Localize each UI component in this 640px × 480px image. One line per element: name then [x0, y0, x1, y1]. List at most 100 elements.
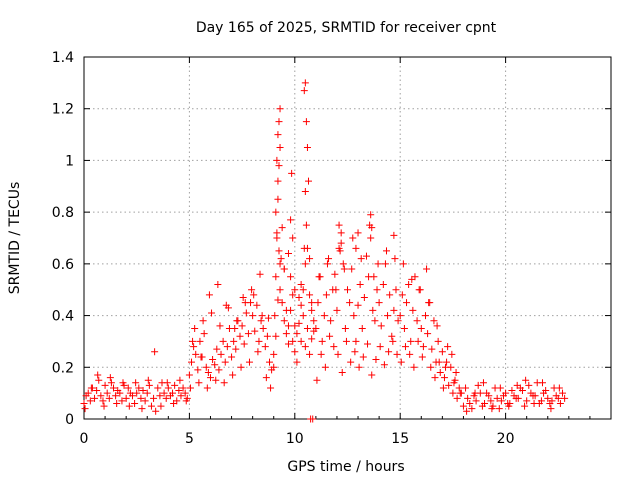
data-point [287, 216, 295, 224]
y-tick-label: 0.6 [52, 257, 74, 273]
data-point [112, 392, 120, 400]
data-point [157, 402, 165, 410]
data-point [370, 273, 378, 281]
data-point [241, 299, 249, 307]
data-point [530, 399, 538, 407]
data-point [205, 291, 213, 299]
data-point [547, 405, 555, 413]
data-point [100, 402, 108, 410]
data-point [362, 252, 370, 260]
tick-layer: 0 0.2 0.4 0.6 0.8 1 1.2 1.4 0 5 10 15 20 [52, 50, 611, 447]
data-point [399, 260, 407, 268]
data-point [394, 317, 402, 325]
data-point [264, 314, 272, 322]
data-point [171, 381, 179, 389]
data-point [196, 337, 204, 345]
data-point [542, 387, 550, 395]
data-point [349, 234, 357, 242]
data-point [297, 337, 305, 345]
data-point [232, 345, 240, 353]
data-point [305, 177, 313, 185]
data-point [293, 330, 301, 338]
x-tick-label: 10 [286, 431, 304, 447]
data-point [390, 231, 398, 239]
data-point [318, 337, 326, 345]
data-point [266, 358, 274, 366]
data-point [421, 312, 429, 320]
data-point [430, 317, 438, 325]
data-point [442, 363, 450, 371]
x-tick-label: 5 [185, 431, 194, 447]
data-point [139, 387, 147, 395]
data-point [93, 387, 101, 395]
data-point [439, 384, 447, 392]
data-point [280, 317, 288, 325]
data-point [384, 312, 392, 320]
data-point [462, 384, 470, 392]
data-point [191, 325, 199, 332]
data-point [87, 384, 95, 392]
data-point [231, 325, 239, 332]
data-point [202, 363, 210, 371]
data-point [436, 368, 444, 376]
data-point [297, 301, 305, 309]
data-point [400, 325, 408, 332]
data-point [308, 335, 316, 343]
data-point [373, 286, 381, 294]
data-point [270, 363, 278, 371]
data-point [272, 273, 280, 281]
data-point [306, 291, 314, 299]
data-point [521, 402, 529, 410]
data-point [257, 317, 265, 325]
data-point [371, 317, 379, 325]
data-point [110, 384, 118, 392]
data-point [295, 319, 303, 327]
data-point [276, 144, 284, 151]
data-point [194, 366, 202, 374]
data-point [188, 358, 196, 366]
data-point [352, 337, 360, 345]
data-point [297, 281, 305, 289]
data-point [274, 296, 282, 304]
data-point [428, 345, 436, 353]
data-point [267, 384, 275, 392]
x-tick-label: 0 [80, 431, 89, 447]
data-point [393, 350, 401, 358]
data-point [339, 260, 347, 268]
data-point [388, 332, 396, 340]
data-point [397, 358, 405, 366]
data-point [259, 325, 267, 332]
data-point [438, 348, 446, 356]
data-point [308, 299, 316, 307]
data-point [280, 265, 288, 273]
data-point [253, 301, 261, 309]
data-point [275, 247, 283, 255]
data-point [356, 281, 364, 289]
data-point [331, 270, 339, 278]
data-point [357, 255, 365, 263]
data-point [97, 392, 105, 400]
data-point [372, 356, 380, 364]
data-point [341, 325, 349, 332]
data-point [170, 399, 178, 407]
data-point [333, 306, 341, 314]
data-point [337, 239, 345, 247]
data-point [522, 376, 530, 384]
data-point [251, 327, 259, 335]
data-point [128, 392, 136, 400]
data-point [86, 397, 94, 405]
data-point [132, 379, 140, 387]
y-tick-label: 0.4 [52, 309, 74, 325]
data-point [389, 337, 397, 345]
data-point [137, 394, 145, 402]
data-point [464, 394, 472, 402]
data-point [288, 169, 296, 177]
data-point [222, 301, 230, 309]
data-point [556, 399, 564, 407]
data-point [295, 293, 303, 301]
data-point [192, 350, 200, 358]
data-point [403, 299, 411, 307]
data-point [116, 389, 124, 397]
data-point [405, 281, 413, 289]
data-point [262, 374, 270, 382]
